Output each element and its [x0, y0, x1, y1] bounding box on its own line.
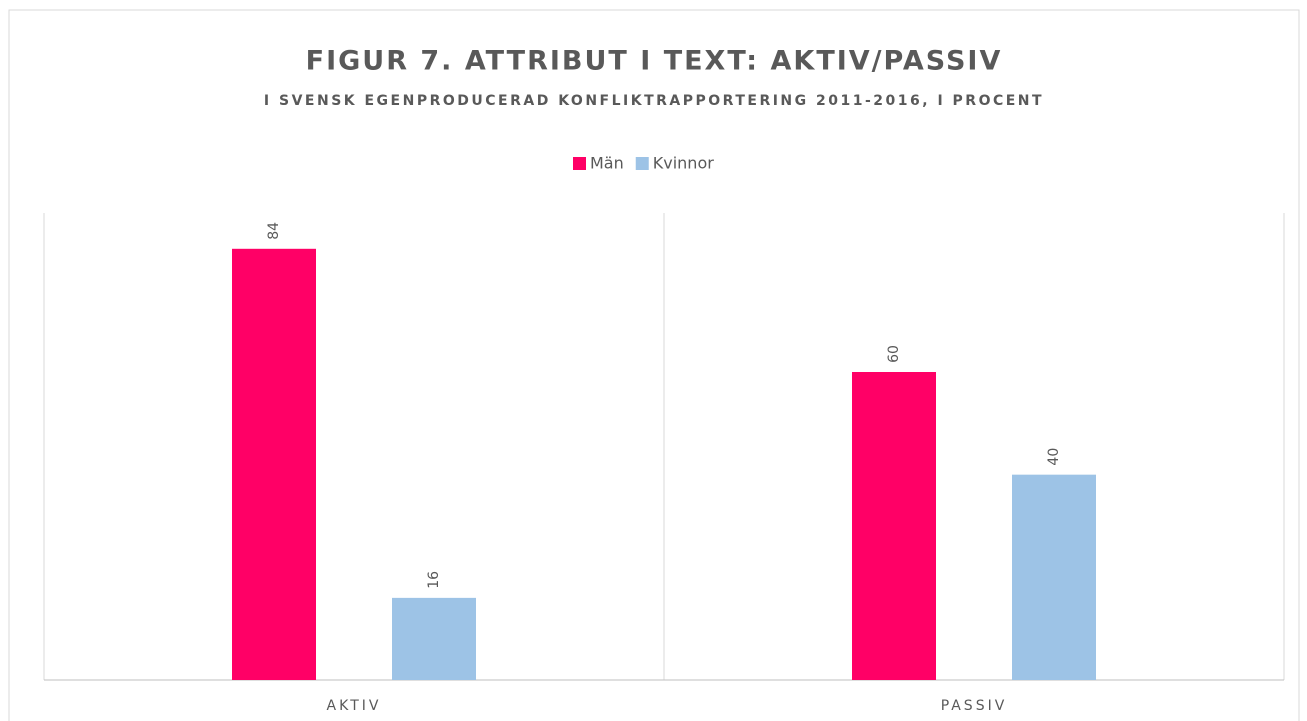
- legend-swatch: [635, 157, 649, 170]
- legend-swatch: [573, 157, 586, 170]
- bar: [1012, 474, 1096, 680]
- x-tick-label: AKTIV: [327, 698, 382, 714]
- bar: [232, 248, 316, 681]
- data-label: 60: [886, 345, 902, 363]
- data-label: 40: [1046, 448, 1062, 466]
- chart-border: [8, 9, 1300, 721]
- data-label: 16: [426, 571, 442, 589]
- bar: [852, 372, 936, 680]
- bar: [392, 597, 476, 680]
- legend-label: Män: [590, 154, 624, 173]
- data-label: 84: [266, 222, 282, 240]
- legend-label: Kvinnor: [653, 154, 714, 173]
- chart-subtitle: I SVENSK EGENPRODUCERAD KONFLIKTRAPPORTE…: [264, 93, 1044, 109]
- x-tick-label: PASSIV: [941, 698, 1008, 714]
- chart-title: FIGUR 7. ATTRIBUT I TEXT: AKTIV/PASSIV: [306, 46, 1003, 77]
